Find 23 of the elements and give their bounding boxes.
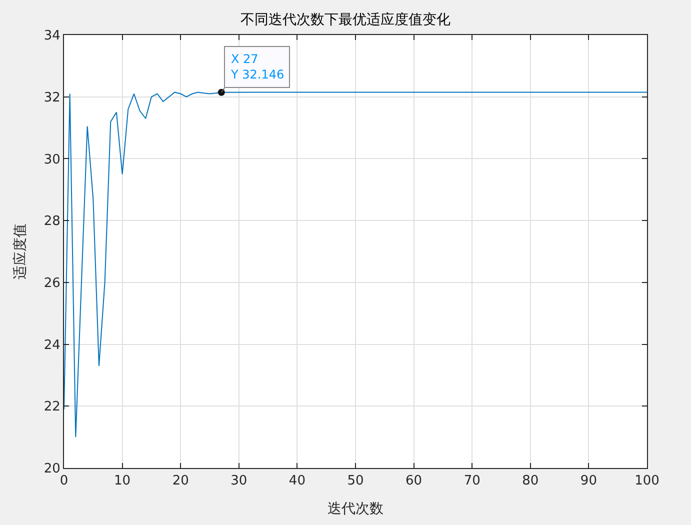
y-axis-title: 适应度值	[12, 224, 28, 280]
x-tick-label: 40	[288, 474, 306, 489]
y-tick-label: 20	[44, 462, 60, 477]
x-tick-label: 80	[522, 474, 539, 489]
x-tick-label: 60	[406, 474, 422, 489]
x-tick-label: 100	[634, 474, 660, 489]
x-tick-label: 20	[172, 474, 189, 489]
x-tick-label: 10	[114, 474, 131, 489]
x-tick-label: 0	[60, 474, 68, 489]
x-tick-label: 90	[580, 474, 597, 489]
y-tick-label: 30	[44, 152, 60, 168]
x-axis-title: 迭代次数	[328, 500, 384, 517]
x-tick-label: 70	[464, 474, 480, 489]
annotation: X 27 Y 32.146	[230, 52, 284, 82]
y-tick-label: 22	[44, 400, 60, 415]
y-tick-label: 32	[44, 90, 60, 106]
x-tick-label: 50	[347, 474, 364, 489]
chart-title: 不同迭代次数下最优适应度值变化	[240, 12, 450, 28]
y-tick-label: 28	[44, 214, 60, 230]
y-tick-label: 24	[44, 338, 60, 353]
y-tick-label: 34	[44, 28, 60, 44]
x-tick-label: 30	[230, 474, 248, 489]
y-tick-label: 26	[44, 276, 60, 291]
